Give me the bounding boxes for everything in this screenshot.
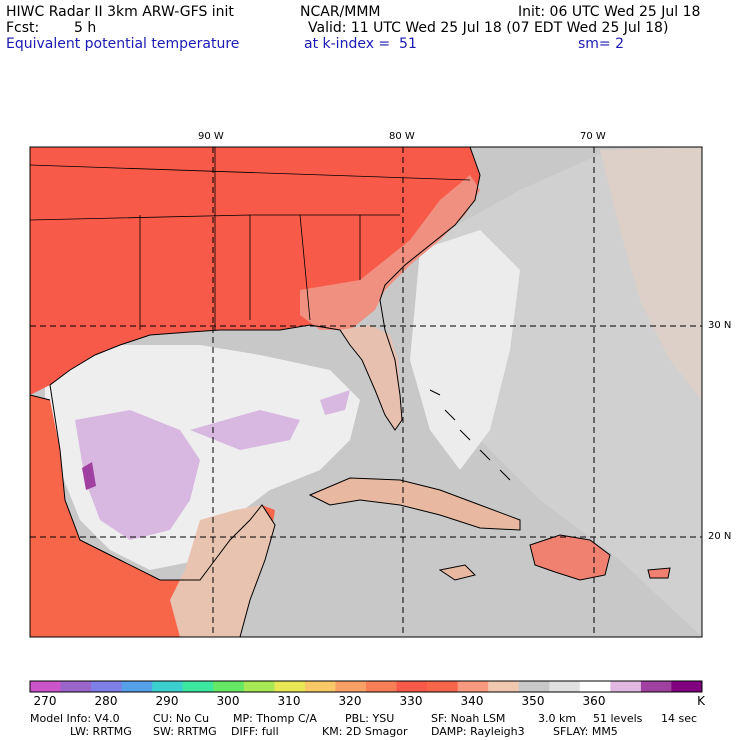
colorbar-tick-270: 270 [33,694,57,708]
colorbar-segment [274,681,306,692]
footer-levels: 51 levels [593,712,643,725]
colorbar-segment [366,681,398,692]
lat-label-20n: 20 N [708,531,732,542]
colorbar-segment [121,681,153,692]
footer-shortwave: SW: RRTMG [153,725,217,738]
cuba [310,478,520,530]
colorbar-segment [427,681,459,692]
theta-e-field [30,147,702,637]
colorbar-tick-310: 310 [277,694,301,708]
puerto-rico [648,568,670,578]
lat-lon-grid [30,147,702,637]
colorbar-tick-290: 290 [155,694,179,708]
bahamas-islands [429,389,511,481]
colorbar-tick-280: 280 [94,694,118,708]
colorbar [29,680,703,693]
map-frame [29,146,703,638]
lon-label-70w: 70 W [580,131,606,142]
init-time: Init: 06 UTC Wed 25 Jul 18 [518,4,701,20]
cuba-coastline [308,477,521,531]
colorbar-segment [457,681,489,692]
colorbar-segment [182,681,214,692]
footer-cumulus: CU: No Cu [153,712,210,725]
purple-core [82,462,96,490]
footer-microphysics: MP: Thomp C/A [233,712,317,725]
organization: NCAR/MMM [300,4,381,20]
colorbar-segment [213,681,245,692]
bahamas-pale-zone [410,230,520,470]
colorbar-segment [152,681,184,692]
footer-longwave: LW: RRTMG [70,725,132,738]
colorbar-segment [640,681,672,692]
colorbar-segment [30,681,62,692]
plot-title: HIWC Radar II 3km ARW-GFS init [6,4,234,20]
footer-resolution: 3.0 km [538,712,577,725]
footer-diffusion: DIFF: full [231,725,279,738]
colorbar-segment [396,681,428,692]
colorbar-segment [243,681,275,692]
southeast-coastal-band [300,175,480,330]
colorbar-segment [671,681,703,692]
forecast-hour: 5 h [74,20,97,36]
colorbar-tick-300: 300 [216,694,240,708]
field-name: Equivalent potential temperature [6,36,240,52]
hispaniola [530,535,610,580]
atlantic-tan-region [600,147,702,400]
puerto-rico-coastline [647,567,671,579]
colorbar-segment [549,681,581,692]
colorbar-tick-340: 340 [460,694,484,708]
colorbar-segment [579,681,611,692]
colorbar-segment [91,681,123,692]
colorbar-tick-320: 320 [338,694,362,708]
smoothing-info: sm= 2 [578,36,625,52]
footer-sflay: SFLAY: MM5 [553,725,618,738]
valid-time: Valid: 11 UTC Wed 25 Jul 18 (07 EDT Wed … [308,20,669,36]
colorbar-segment [304,681,336,692]
colorbar-unit: K [697,694,705,708]
colorbar-tick-350: 350 [521,694,545,708]
colorbar-segment [610,681,642,692]
jamaica-coastline [438,564,476,581]
lavender-patch-east-gulf [320,390,350,415]
lat-label-30n: 30 N [708,320,732,331]
us-land [30,147,480,395]
lon-label-90w: 90 W [198,131,224,142]
footer-surface: SF: Noah LSM [431,712,506,725]
colorbar-segment [488,681,520,692]
texas-border [30,394,51,401]
colorbar-frame [29,680,703,693]
level-info: at k-index = 51 [304,36,417,52]
mainland-coastline [49,147,481,637]
lavender-patch-west-gulf [75,410,200,540]
colorbar-tick-360: 360 [582,694,606,708]
colorbar-segment [60,681,92,692]
forecast-label: Fcst: [6,20,40,36]
lon-label-80w: 80 W [389,131,415,142]
footer-km: KM: 2D Smagor [322,725,408,738]
colorbar-segment [518,681,550,692]
footer-damping: DAMP: Rayleigh3 [431,725,525,738]
colorbar-segment [335,681,367,692]
coastlines [30,147,671,637]
state-borders [30,147,471,330]
lavender-patch-central-gulf [190,410,300,450]
footer-timestep: 14 sec [661,712,698,725]
footer-pbl: PBL: YSU [345,712,395,725]
colorbar-tick-330: 330 [399,694,423,708]
footer-model-info: Model Info: V4.0 [30,712,120,725]
